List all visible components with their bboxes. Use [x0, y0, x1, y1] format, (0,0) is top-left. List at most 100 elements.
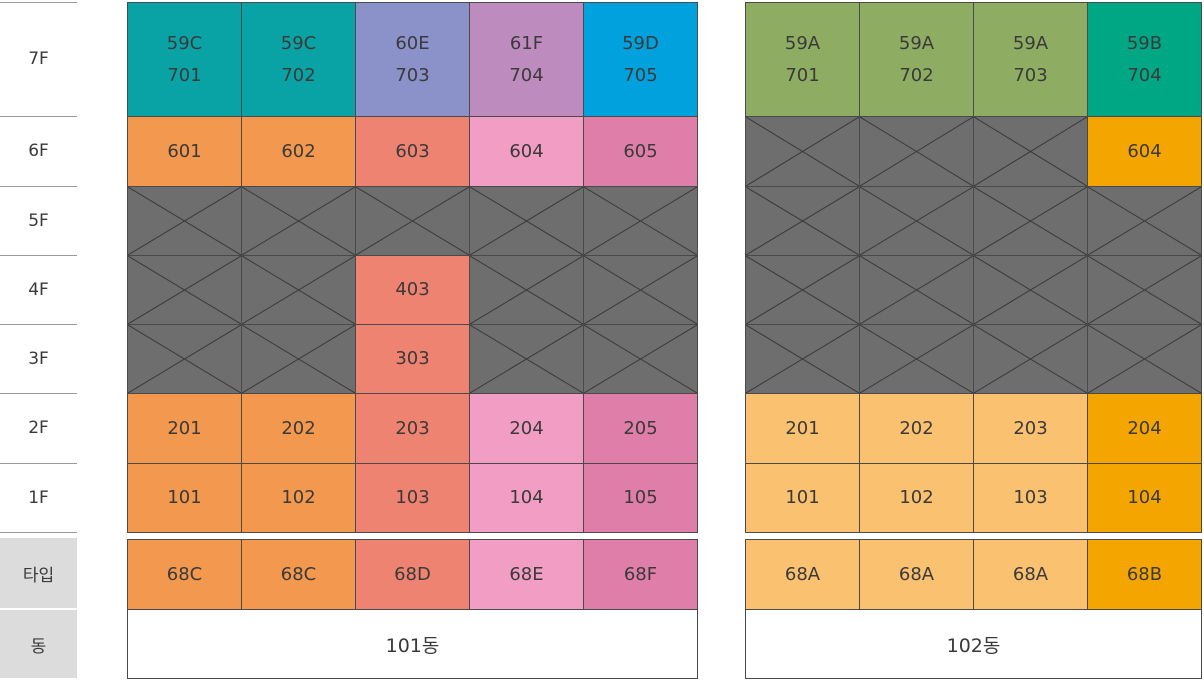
unit-number-label: 103 [395, 487, 430, 508]
unavailable-cell [1087, 324, 1202, 394]
building-name: 102동 [745, 609, 1202, 679]
building-row-label: 동 [0, 610, 77, 678]
unit-number-label: 201 [785, 417, 820, 439]
floor-divider [0, 463, 77, 464]
unit-cell[interactable]: 403 [355, 255, 470, 325]
unit-cell[interactable]: 601 [127, 116, 242, 187]
unavailable-cell [583, 324, 698, 394]
unavailable-cell [745, 186, 860, 256]
unavailable-cell [241, 324, 356, 394]
unit-cell[interactable]: 204 [469, 393, 584, 464]
unit-cell[interactable]: 104 [1087, 463, 1202, 533]
cross-mark-icon [584, 187, 697, 255]
unit-number-label: 204 [509, 417, 544, 439]
unavailable-cell [127, 255, 242, 325]
unavailable-cell [127, 324, 242, 394]
cross-mark-icon [860, 187, 973, 255]
unit-cell[interactable]: 602 [241, 116, 356, 187]
unit-cell[interactable]: 59A 701 [745, 2, 860, 117]
unit-number-label: 104 [509, 487, 544, 508]
cross-mark-icon [974, 187, 1087, 255]
unit-number-label: 703 [395, 64, 430, 86]
unit-cell[interactable]: 61F 704 [469, 2, 584, 117]
unavailable-cell [241, 186, 356, 256]
unavailable-cell [469, 186, 584, 256]
unit-cell[interactable]: 202 [859, 393, 974, 464]
cross-mark-icon [356, 187, 469, 255]
cross-mark-icon [584, 325, 697, 393]
unit-number-label: 605 [623, 140, 658, 162]
unavailable-cell [745, 116, 860, 187]
unit-cell[interactable]: 59D 705 [583, 2, 698, 117]
unit-cell[interactable]: 201 [127, 393, 242, 464]
cross-mark-icon [746, 117, 859, 186]
unit-cell[interactable]: 605 [583, 116, 698, 187]
unit-type-cell: 68E [469, 539, 584, 610]
unavailable-cell [745, 255, 860, 325]
cross-mark-icon [974, 117, 1087, 186]
unit-type-label: 59D [622, 32, 659, 54]
unit-cell[interactable]: 105 [583, 463, 698, 533]
unit-type-cell: 68C [241, 539, 356, 610]
unit-number-label: 201 [167, 417, 202, 439]
cross-mark-icon [128, 325, 241, 393]
unit-cell[interactable]: 201 [745, 393, 860, 464]
unit-type-cell: 68A [859, 539, 974, 610]
unit-number-label: 204 [1127, 417, 1162, 439]
unit-cell[interactable]: 59C 702 [241, 2, 356, 117]
cross-mark-icon [242, 187, 355, 255]
unavailable-cell [745, 324, 860, 394]
unit-cell[interactable]: 59B 704 [1087, 2, 1202, 117]
unit-cell[interactable]: 202 [241, 393, 356, 464]
unit-cell[interactable]: 604 [1087, 116, 1202, 187]
unavailable-cell [583, 255, 698, 325]
unit-number-label: 205 [623, 417, 658, 439]
unit-number-label: 102 [899, 487, 934, 508]
unit-cell[interactable]: 103 [973, 463, 1088, 533]
unit-cell[interactable]: 60E 703 [355, 2, 470, 117]
cross-mark-icon [470, 256, 583, 324]
unit-cell[interactable]: 59A 702 [859, 2, 974, 117]
unit-cell[interactable]: 102 [241, 463, 356, 533]
cross-mark-icon [242, 325, 355, 393]
cross-mark-icon [584, 256, 697, 324]
unit-type-label: 59C [280, 32, 317, 54]
unit-cell[interactable]: 103 [355, 463, 470, 533]
unit-number-label: 602 [281, 140, 316, 162]
unit-number-label: 701 [785, 64, 820, 86]
unit-cell[interactable]: 205 [583, 393, 698, 464]
unit-type-cell: 68A [745, 539, 860, 610]
floor-label-3f: 3F [28, 348, 49, 369]
unit-type-label: 59C [166, 32, 203, 54]
unit-cell[interactable]: 203 [973, 393, 1088, 464]
floor-label-5f: 5F [28, 210, 49, 231]
unit-cell[interactable]: 204 [1087, 393, 1202, 464]
unit-cell[interactable]: 101 [127, 463, 242, 533]
unit-cell[interactable]: 59C 701 [127, 2, 242, 117]
cross-mark-icon [746, 256, 859, 324]
unit-number-label: 705 [623, 64, 658, 86]
unit-type-cell: 68F [583, 539, 698, 610]
cross-mark-icon [242, 256, 355, 324]
unit-number-label: 601 [167, 140, 202, 162]
unit-cell[interactable]: 303 [355, 324, 470, 394]
floor-label-6f: 6F [28, 141, 49, 161]
unit-number-label: 101 [167, 487, 202, 508]
unavailable-cell [973, 116, 1088, 187]
floor-divider [0, 116, 77, 117]
cross-mark-icon [1088, 256, 1201, 324]
unavailable-cell [469, 324, 584, 394]
unit-cell[interactable]: 101 [745, 463, 860, 533]
floor-label-7f: 7F [28, 49, 49, 69]
unit-cell[interactable]: 603 [355, 116, 470, 187]
unavailable-cell [859, 255, 974, 325]
unit-cell[interactable]: 203 [355, 393, 470, 464]
unit-cell[interactable]: 104 [469, 463, 584, 533]
unit-cell[interactable]: 604 [469, 116, 584, 187]
unit-cell[interactable]: 102 [859, 463, 974, 533]
unit-cell[interactable]: 59A 703 [973, 2, 1088, 117]
cross-mark-icon [470, 187, 583, 255]
unit-number-label: 702 [281, 64, 316, 86]
unit-type-cell: 68C [127, 539, 242, 610]
floor-label-2f: 2F [28, 418, 49, 438]
